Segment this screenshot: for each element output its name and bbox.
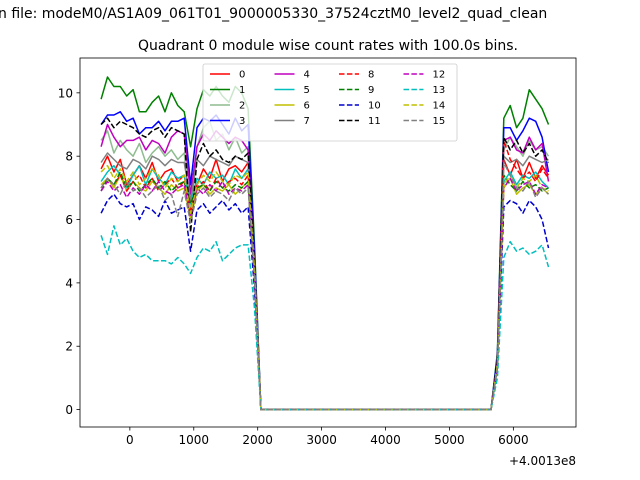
chart-title: Quadrant 0 module wise count rates with … [138, 38, 518, 54]
legend-label-12: 12 [433, 70, 446, 81]
series-line-13 [100, 225, 550, 411]
x-tick-label-6000: 6000 [498, 433, 529, 447]
y-tick-label-8: 8 [65, 150, 73, 164]
legend-label-7: 7 [304, 116, 310, 127]
x-tick-label-4000: 4000 [370, 433, 401, 447]
x-tick-label-1000: 1000 [178, 433, 209, 447]
series-line-9 [100, 171, 549, 411]
series-line-12 [100, 177, 549, 411]
figure-suptitle: n file: modeM0/AS1A09_061T01_9000005330_… [0, 6, 547, 22]
x-tick-label-2000: 2000 [242, 433, 273, 447]
y-tick-label-4: 4 [65, 276, 73, 290]
legend-label-6: 6 [304, 101, 310, 112]
legend-label-13: 13 [433, 85, 446, 96]
legend-label-0: 0 [239, 70, 245, 81]
legend-label-4: 4 [304, 70, 310, 81]
plot-frame [79, 57, 577, 428]
legend-label-11: 11 [368, 116, 381, 127]
legend-label-2: 2 [239, 101, 245, 112]
y-tick-label-10: 10 [58, 86, 73, 100]
series-line-8 [100, 139, 550, 411]
legend-label-9: 9 [368, 85, 374, 96]
y-tick-label-6: 6 [65, 213, 73, 227]
legend-label-1: 1 [239, 85, 245, 96]
series-line-15 [100, 161, 550, 411]
legend-label-3: 3 [239, 116, 245, 127]
axes-layer: 0 1000 2000 3000 4000 5000 60000246810+4.0013e… [58, 57, 577, 468]
series-line-7 [100, 152, 549, 411]
series-line-10 [100, 193, 550, 411]
x-tick-label-5000: 5000 [434, 433, 465, 447]
series-layer [100, 76, 550, 411]
legend-label-8: 8 [368, 70, 374, 81]
y-tick-label-2: 2 [65, 340, 73, 354]
legend-label-5: 5 [304, 85, 310, 96]
y-tick-label-0: 0 [65, 403, 73, 417]
legend-label-15: 15 [433, 116, 446, 127]
x-axis-offset-label: +4.0013e8 [509, 454, 576, 468]
x-tick-label-0: 0 [126, 433, 134, 447]
x-tick-label-3000: 3000 [306, 433, 337, 447]
legend-box [202, 63, 458, 142]
legend-label-14: 14 [433, 101, 446, 112]
legend-label-10: 10 [368, 101, 381, 112]
series-line-11 [100, 117, 550, 411]
